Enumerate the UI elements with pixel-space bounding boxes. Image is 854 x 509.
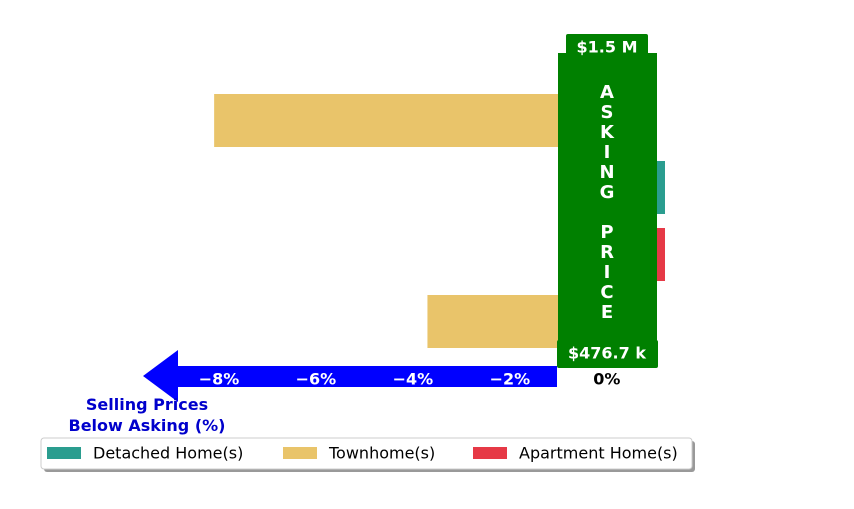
legend-label: Townhome(s) [328,444,435,463]
x-tick-label: −6% [296,370,337,389]
legend-label: Detached Home(s) [93,444,243,463]
legend-entries: Detached Home(s) Townhome(s) Apartment Hom… [47,444,678,463]
bar [214,94,607,147]
x-tick-label: 0% [593,370,620,389]
asking-price-band [558,53,657,348]
below-asking-arrow [143,350,557,402]
legend [40,437,693,470]
top-price: $1.5 M [577,38,638,57]
x-axis-label: Selling Prices Below Asking (%) [69,395,226,435]
legend-swatch [283,447,317,459]
legend-swatch [473,447,507,459]
bottom-price: $476.7 k [568,344,646,363]
x-tick-label: −8% [199,370,240,389]
legend-swatch [47,447,81,459]
top-price-box [566,34,648,60]
bottom-price-box [557,340,658,368]
x-tick-label: −4% [393,370,434,389]
legend-label: Apartment Home(s) [519,444,678,463]
x-tick-label: −2% [490,370,531,389]
